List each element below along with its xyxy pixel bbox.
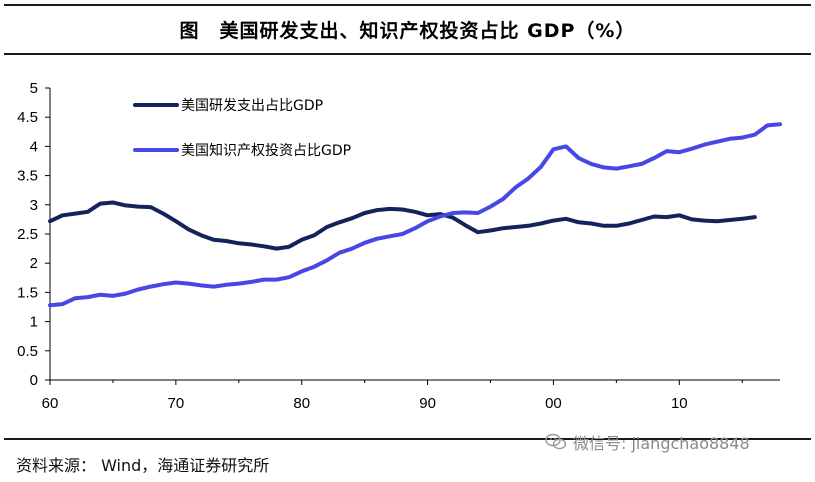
chart-title: 图 美国研发支出、知识产权投资占比 GDP（%） [179, 20, 636, 42]
ip-series-line [48, 122, 782, 308]
tick-labels: 0 0.5 1 1.5 2 2.5 3 3.5 4 4.5 5 60 70 80 90 00 10 [17, 80, 688, 412]
wechat-icon [545, 433, 567, 450]
watermark-text: 微信号: jiangchao8848 [573, 434, 750, 453]
y-tick-label: 3.5 [17, 168, 38, 185]
y-tick-label: 5 [30, 80, 38, 97]
x-tick-label: 70 [168, 395, 185, 412]
watermark: 微信号: jiangchao8848 [545, 430, 750, 454]
x-tick-label: 00 [545, 395, 562, 412]
y-tick-label: 4 [30, 138, 38, 155]
series-lines [48, 122, 782, 308]
y-tick-label: 2 [30, 255, 38, 272]
y-tick-label: 1 [30, 314, 38, 331]
source-note: 资料来源： Wind，海通证券研究所 [16, 456, 270, 475]
title-bottom-rule [4, 53, 811, 55]
y-tick-label: 1.5 [17, 284, 38, 301]
x-tick-label: 90 [419, 395, 436, 412]
x-tick-label: 60 [42, 395, 59, 412]
legend: 美国研发支出占比GDP 美国知识产权投资占比GDP [133, 98, 351, 159]
y-tick-label: 2.5 [17, 226, 38, 243]
footer-rule [4, 438, 811, 440]
x-tick-label: 80 [293, 395, 310, 412]
rd-series-line [48, 200, 757, 251]
legend-label: 美国研发支出占比GDP [181, 98, 323, 114]
y-tick-label: 3 [30, 197, 38, 214]
axes [45, 87, 780, 385]
y-tick-label: 0.5 [17, 343, 38, 360]
y-tick-label: 4.5 [17, 109, 38, 126]
title-top-rule [4, 4, 811, 6]
x-tick-label: 10 [671, 395, 688, 412]
legend-label: 美国知识产权投资占比GDP [181, 142, 351, 159]
y-tick-label: 0 [30, 372, 38, 389]
